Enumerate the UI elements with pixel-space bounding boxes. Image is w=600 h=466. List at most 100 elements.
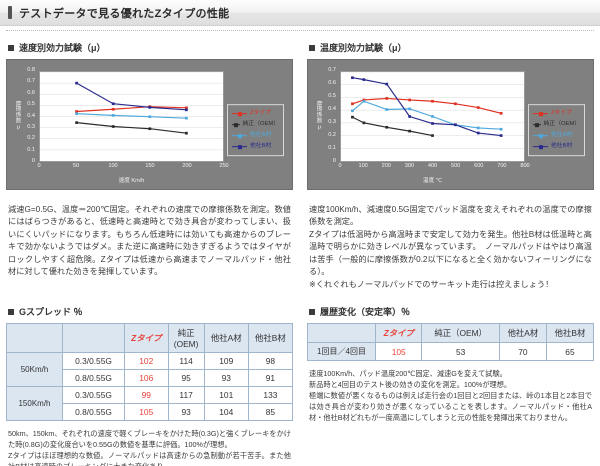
table-row: 150Km/h 0.3/0.55G 99 117 101 133 <box>6 386 294 422</box>
page-title: テストデータで見る優れたZタイプの性能 <box>19 7 230 20</box>
square-bullet-icon <box>309 308 315 315</box>
y-tick-label: 0.2 <box>328 132 336 139</box>
legend-swatch-icon <box>232 145 247 148</box>
row-condition: 0.3/0.55G <box>62 352 125 371</box>
row-group-label: 50Km/h <box>6 352 63 388</box>
temperature-chart-legend: Zタイプ 純正（OEM） 他社A材 他社B材 <box>528 104 585 157</box>
speed-chart-y-label: 摩擦係数 μ <box>15 100 22 131</box>
cell-ztype: 106 <box>124 369 169 388</box>
x-tick-label: 50 <box>72 163 80 169</box>
speed-chart-x-axis: 0 50 100 150 200 250 <box>37 163 228 173</box>
y-tick-label: 0.1 <box>27 146 35 153</box>
y-tick-label: 0.6 <box>328 80 336 87</box>
history-title: 履歴変化（安定率）％ <box>320 307 411 318</box>
legend-label: 他社A材 <box>551 131 573 138</box>
history-column: 履歴変化（安定率）％ Zタイプ 純正（OEM） 他社A材 他社B材 1回 <box>307 301 595 466</box>
x-tick-label: 300 <box>404 163 415 169</box>
legend-swatch-icon <box>232 123 240 126</box>
y-tick-label: 0.4 <box>27 112 35 119</box>
square-bullet-icon <box>8 308 14 315</box>
right-chart-title: 温度別効力試験（μ） <box>320 43 407 53</box>
cell-a: 101 <box>203 386 249 405</box>
cell-ztype: 105 <box>124 403 169 422</box>
legend-label: Zタイプ <box>250 109 271 116</box>
legend-swatch-icon <box>232 112 247 115</box>
gspread-corner-cell-2 <box>62 323 125 354</box>
x-tick-label: 200 <box>182 163 192 169</box>
left-chart-column: 速度別効力試験（μ） 摩擦係数 μ 0 0.1 0.2 0.3 0.4 0.5 0.6 0.7… <box>6 37 293 190</box>
legend-swatch-icon <box>533 134 548 137</box>
legend-item: Zタイプ <box>533 108 580 119</box>
legend-swatch-icon <box>533 123 541 126</box>
gspread-col-a: 他社A材 <box>203 323 249 354</box>
temperature-chart-x-axis: 0 100 200 300 400 500 600 700 800 <box>338 163 529 173</box>
y-tick-label: 0.1 <box>328 145 336 152</box>
charts-row: 速度別効力試験（μ） 摩擦係数 μ 0 0.1 0.2 0.3 0.4 0.5 0.6 0.7… <box>0 31 600 190</box>
cell-b: 85 <box>247 403 294 422</box>
left-description-column: 減速G=0.5G、温度＝200℃固定。それぞれの速度での摩擦係数を測定。数値には… <box>6 196 293 291</box>
legend-item: 他社B材 <box>232 141 279 152</box>
table-header-row: Zタイプ 純正 (OEM) 他社A材 他社B材 <box>6 323 294 354</box>
x-tick-label: 0 <box>37 163 41 169</box>
speed-chart-y-axis: 摩擦係数 μ 0 0.1 0.2 0.3 0.4 0.5 0.6 0.7 0.8 <box>13 67 37 164</box>
square-bullet-icon <box>309 44 315 51</box>
legend-label: 純正（OEM） <box>543 120 580 127</box>
temperature-chart-y-label: 摩擦係数 μ <box>316 100 323 131</box>
left-description-text: 減速G=0.5G、温度＝200℃固定。それぞれの速度での摩擦係数を測定。数値には… <box>8 205 291 277</box>
cell-ztype: 102 <box>124 352 169 371</box>
gspread-col-b: 他社B材 <box>247 323 294 354</box>
tables-row: Gスプレッド ％ Zタイプ 純正 (OEM) 他社A材 <box>0 291 600 466</box>
right-description-text: 速度100Km/h、減速度0.5G固定でパッド温度を変えそれぞれの温度での摩擦係… <box>309 205 592 289</box>
right-description-column: 速度100Km/h、減速度0.5G固定でパッド温度を変えそれぞれの温度での摩擦係… <box>307 196 594 291</box>
cell-a: 70 <box>498 342 547 362</box>
table-row: 50Km/h 0.3/0.55G 102 114 109 98 <box>6 352 294 388</box>
history-col-ztype: Zタイプ <box>374 323 423 344</box>
row-label: 1回目／4回目 <box>307 342 376 362</box>
y-tick-label: 0.8 <box>27 67 35 74</box>
gspread-corner-cell <box>6 323 63 354</box>
gspread-title: Gスプレッド ％ <box>19 307 83 318</box>
legend-item: 他社B材 <box>533 141 580 152</box>
temperature-chart: 摩擦係数 μ 0 0.1 0.2 0.3 0.4 0.5 0.6 0.7 0 100 200 300… <box>307 59 594 190</box>
history-heading: 履歴変化（安定率）％ <box>309 305 594 318</box>
y-tick-label: 0.5 <box>328 93 336 100</box>
x-tick-label: 250 <box>219 163 229 169</box>
temperature-chart-plot <box>340 71 525 162</box>
descriptions-row: 減速G=0.5G、温度＝200℃固定。それぞれの速度での摩擦係数を測定。数値には… <box>0 190 600 291</box>
temperature-chart-y-axis: 摩擦係数 μ 0 0.1 0.2 0.3 0.4 0.5 0.6 0.7 <box>314 68 338 165</box>
y-tick-label: 0 <box>332 158 336 165</box>
x-tick-label: 400 <box>427 163 438 169</box>
legend-item: 純正（OEM） <box>533 119 580 130</box>
history-corner-cell <box>307 323 376 344</box>
history-col-oem: 純正（OEM） <box>421 323 500 344</box>
legend-item: 他社A材 <box>533 130 580 141</box>
cell-a: 109 <box>203 352 249 371</box>
left-chart-title: 速度別効力試験（μ） <box>19 43 106 53</box>
speed-chart-plot <box>39 71 224 162</box>
cell-oem: 53 <box>421 342 500 362</box>
legend-label: 他社A材 <box>250 131 272 138</box>
gspread-col-oem-line2: (OEM) <box>173 339 199 350</box>
gspread-col-oem: 純正 (OEM) <box>167 323 205 354</box>
history-col-a: 他社A材 <box>498 323 547 344</box>
history-table: Zタイプ 純正（OEM） 他社A材 他社B材 1回目／4回目 105 53 70… <box>307 323 595 362</box>
speed-chart-x-label: 速度 Km/h <box>118 178 145 184</box>
gspread-note: 50km、150km、それぞれの速度で軽くブレーキをかけた時(0.3G)と強くブ… <box>8 429 291 466</box>
gspread-column: Gスプレッド ％ Zタイプ 純正 (OEM) 他社A材 <box>6 301 294 466</box>
history-note: 速度100Km/h、パッド温度200℃固定、減速Gを変えて試験。 新品時と4回目… <box>309 369 592 423</box>
legend-label: Zタイプ <box>551 109 572 116</box>
y-tick-label: 0.5 <box>27 101 35 108</box>
legend-label: 他社B材 <box>250 142 272 149</box>
temperature-chart-x-label: 温度 ℃ <box>422 178 443 184</box>
cell-a: 104 <box>203 403 249 422</box>
right-chart-column: 温度別効力試験（μ） 摩擦係数 μ 0 0.1 0.2 0.3 0.4 0.5 0.6 0.7… <box>307 37 594 190</box>
cell-ztype: 105 <box>374 342 423 362</box>
cell-oem: 117 <box>167 386 205 405</box>
table-row: 0.8/0.55G 105 93 104 85 <box>7 403 294 422</box>
legend-swatch-icon <box>533 145 548 148</box>
square-bullet-icon <box>8 44 14 51</box>
legend-label: 純正（OEM） <box>242 120 279 127</box>
x-tick-label: 100 <box>358 163 368 169</box>
row-condition: 0.3/0.55G <box>62 386 125 405</box>
